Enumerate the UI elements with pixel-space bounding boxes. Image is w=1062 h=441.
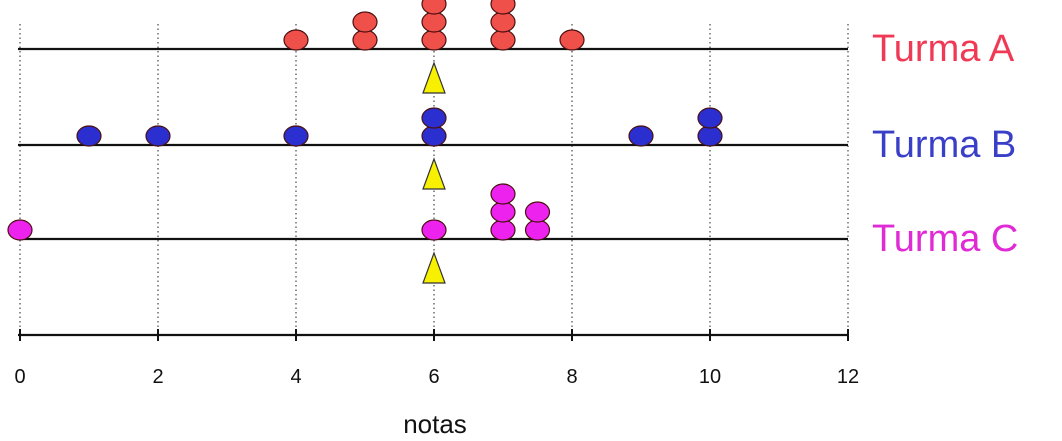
data-point-turma-a-2	[352, 29, 378, 51]
data-point-turma-a-1	[283, 29, 309, 51]
data-point-turma-b-1	[76, 125, 102, 147]
x-tick-label-10: 10	[699, 366, 721, 388]
data-point-turma-c-3	[490, 219, 516, 241]
data-point-turma-c-5	[490, 183, 516, 205]
x-tick-label-6: 6	[428, 366, 439, 388]
data-point-turma-c-7	[524, 201, 551, 223]
legend-label-3: Turma C	[872, 218, 1018, 260]
data-point-turma-c-2	[421, 219, 447, 241]
mean-marker-2	[422, 157, 446, 190]
mean-markers	[422, 61, 446, 284]
data-points	[7, 0, 723, 241]
data-point-turma-a-5	[421, 11, 447, 33]
data-point-turma-c-1	[7, 219, 33, 241]
data-point-turma-a-3	[352, 11, 378, 33]
legend: Turma A Turma B Turma C	[872, 28, 1018, 260]
data-point-turma-b-5	[421, 107, 447, 129]
data-point-turma-c-4	[490, 201, 516, 223]
data-point-turma-a-4	[421, 29, 447, 51]
x-axis-label: notas	[403, 409, 467, 439]
x-tick-label-8: 8	[566, 366, 577, 388]
legend-label-2: Turma B	[872, 124, 1016, 166]
x-tick-label-12: 12	[837, 366, 859, 388]
data-point-turma-a-6	[421, 0, 447, 15]
x-tick-label-0: 0	[14, 366, 25, 388]
data-point-turma-c-6	[524, 219, 551, 241]
data-point-turma-b-4	[421, 125, 447, 147]
data-point-turma-a-10	[559, 29, 585, 51]
x-tick-label-2: 2	[152, 366, 163, 388]
data-point-turma-b-2	[145, 125, 171, 147]
data-point-turma-b-3	[283, 125, 309, 147]
x-tick-label-4: 4	[290, 366, 301, 388]
data-point-turma-a-8	[490, 11, 516, 33]
data-point-turma-b-7	[697, 125, 723, 147]
data-point-turma-a-7	[490, 29, 516, 51]
data-point-turma-a-9	[490, 0, 516, 15]
data-point-turma-b-6	[628, 125, 654, 147]
mean-marker-3	[422, 251, 446, 284]
mean-marker-1	[422, 61, 446, 94]
data-point-turma-b-8	[697, 107, 723, 129]
x-axis: 0 2 4 6 8 10 12	[14, 329, 859, 388]
legend-label-1: Turma A	[872, 28, 1015, 70]
